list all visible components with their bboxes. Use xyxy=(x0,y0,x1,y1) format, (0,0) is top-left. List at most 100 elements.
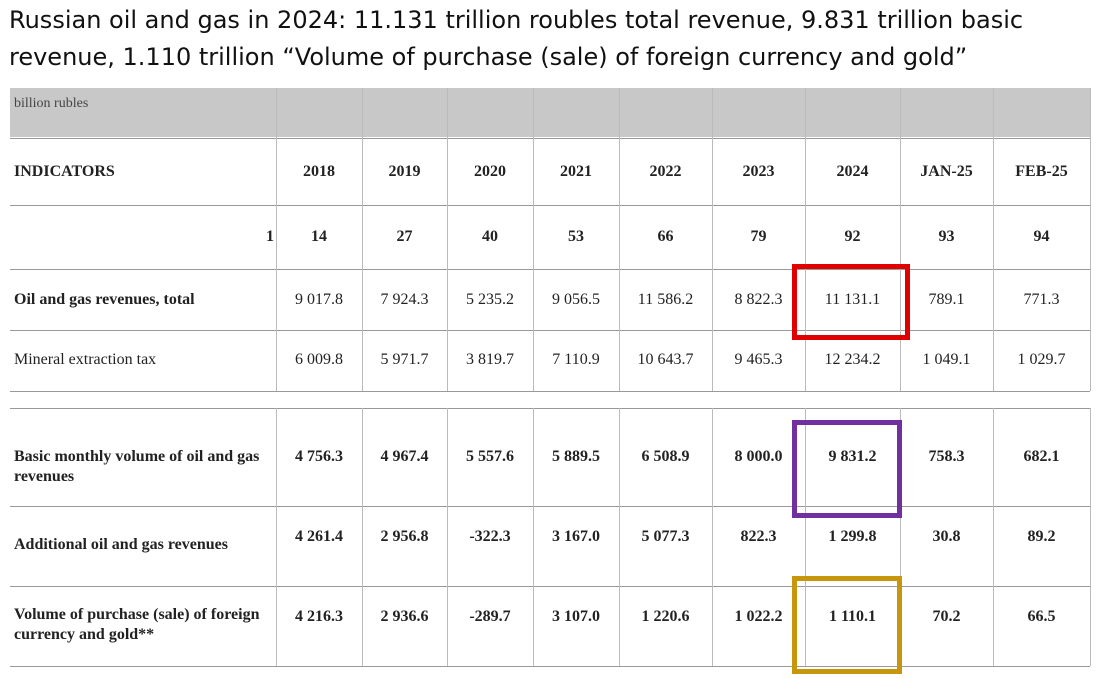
table-column-rule xyxy=(900,408,901,666)
table-rule xyxy=(10,269,1090,270)
column-header: 2021 xyxy=(560,163,592,180)
table-column-rule xyxy=(900,88,901,391)
column-header: JAN-25 xyxy=(920,163,973,180)
table-column-rule xyxy=(805,408,806,666)
table-cell: 9 831.2 xyxy=(828,448,877,465)
table-column-rule xyxy=(533,408,534,666)
table-column-rule xyxy=(712,88,713,391)
table-column-rule xyxy=(993,88,994,391)
table-rule xyxy=(10,506,1090,507)
table-column-rule xyxy=(993,408,994,666)
column-header: 2023 xyxy=(742,163,775,180)
table-column-rule xyxy=(533,88,534,391)
table-column-rule xyxy=(362,408,363,666)
table-cell: 66.5 xyxy=(1027,608,1056,625)
table-cell: 11 586.2 xyxy=(637,291,694,308)
table-cell: 5 971.7 xyxy=(380,351,429,368)
highlight-box-basic-2024 xyxy=(792,420,902,518)
headline: Russian oil and gas in 2024: 11.131 tril… xyxy=(9,6,1024,71)
table-cell: 4 261.4 xyxy=(295,528,343,545)
table-column-rule xyxy=(362,88,363,391)
header-indicators: INDICATORS xyxy=(14,163,115,180)
table-column-rule xyxy=(447,88,448,391)
table-cell: 6 009.8 xyxy=(295,351,343,368)
table-cell: 5 889.5 xyxy=(552,448,600,465)
table-column-rule xyxy=(1090,88,1091,391)
table-cell: 5 077.3 xyxy=(641,528,690,545)
table-cell: 9 465.3 xyxy=(734,351,783,368)
table-cell: 1 022.2 xyxy=(734,608,783,625)
table-cell: 1 220.6 xyxy=(641,608,690,625)
table-column-rule xyxy=(712,408,713,666)
table-cell: 5 235.2 xyxy=(466,291,514,308)
index-cell: 53 xyxy=(568,228,584,245)
highlight-box-total-2024 xyxy=(792,264,910,340)
table-cell: 3 107.0 xyxy=(552,608,600,625)
table-cell: 2 956.8 xyxy=(380,528,429,545)
table-cell: 8 822.3 xyxy=(734,291,783,308)
table-cell: 4 216.3 xyxy=(295,608,343,625)
table-rule xyxy=(10,391,1090,392)
column-header: 2020 xyxy=(474,163,506,180)
table-column-rule xyxy=(276,408,277,666)
unit-label: billion rubles xyxy=(14,96,89,111)
table-cell: 3 167.0 xyxy=(552,528,600,545)
row-label-basic: Basic monthly volume of oil and gas reve… xyxy=(14,448,260,485)
index-cell: 92 xyxy=(844,228,861,245)
index-cell: 79 xyxy=(750,228,767,245)
table-cell: -289.7 xyxy=(469,608,511,625)
table-cell: 5 557.6 xyxy=(466,448,514,465)
index-cell: 93 xyxy=(938,228,955,245)
column-header: 2024 xyxy=(836,163,869,180)
table-cell: 822.3 xyxy=(740,528,777,545)
table-rule xyxy=(10,666,1090,667)
index-cell: 27 xyxy=(396,228,413,245)
table-cell: 89.2 xyxy=(1027,528,1056,545)
table-cell: 758.3 xyxy=(928,448,965,465)
table-cell: 2 936.6 xyxy=(380,608,429,625)
table-cell: 1 049.1 xyxy=(922,351,971,368)
table-rule xyxy=(10,586,1090,587)
table-cell: 682.1 xyxy=(1023,448,1060,465)
index-cell: 14 xyxy=(311,228,327,245)
column-header: FEB-25 xyxy=(1015,163,1068,180)
table-cell: 12 234.2 xyxy=(824,351,881,368)
table-column-rule xyxy=(1090,408,1091,666)
row-label-purchase: Volume of purchase (sale) of foreign cur… xyxy=(14,606,260,643)
table-row-label: Oil and gas revenues, total xyxy=(14,291,195,308)
table-cell: 1 029.7 xyxy=(1017,351,1066,368)
table-cell: 1 299.8 xyxy=(828,528,877,545)
table-cell: 4 756.3 xyxy=(295,448,343,465)
table-cell: 10 643.7 xyxy=(637,351,694,368)
highlight-box-purchase-2024 xyxy=(792,576,902,674)
table-rule xyxy=(10,138,1090,139)
table-cell: 789.1 xyxy=(928,291,965,308)
row-label-additional: Additional oil and gas revenues xyxy=(14,536,228,553)
table-rule xyxy=(10,205,1090,206)
table-column-rule xyxy=(805,88,806,391)
table-cell: 11 131.1 xyxy=(824,291,881,308)
table-column-rule xyxy=(276,88,277,391)
index-cell: 40 xyxy=(482,228,498,245)
table-cell: 771.3 xyxy=(1023,291,1060,308)
table-rule xyxy=(10,408,1090,409)
index-cell: 66 xyxy=(657,228,674,245)
table-column-rule xyxy=(447,408,448,666)
table-cell: 9 056.5 xyxy=(552,291,600,308)
table-cell: 30.8 xyxy=(932,528,961,545)
table-cell: 8 000.0 xyxy=(734,448,783,465)
table-column-rule xyxy=(619,88,620,391)
column-header: 2022 xyxy=(649,163,682,180)
table-cell: 6 508.9 xyxy=(641,448,690,465)
table-cell: 7 924.3 xyxy=(380,291,429,308)
index-row-label: 1 xyxy=(266,228,274,245)
table-cell: 7 110.9 xyxy=(552,351,600,368)
column-header: 2019 xyxy=(388,163,421,180)
index-cell: 94 xyxy=(1033,228,1050,245)
table-cell: 4 967.4 xyxy=(380,448,429,465)
column-header: 2018 xyxy=(303,163,335,180)
table-cell: 70.2 xyxy=(932,608,961,625)
table-cell: 9 017.8 xyxy=(295,291,343,308)
table-cell: -322.3 xyxy=(469,528,511,545)
table-column-rule xyxy=(619,408,620,666)
